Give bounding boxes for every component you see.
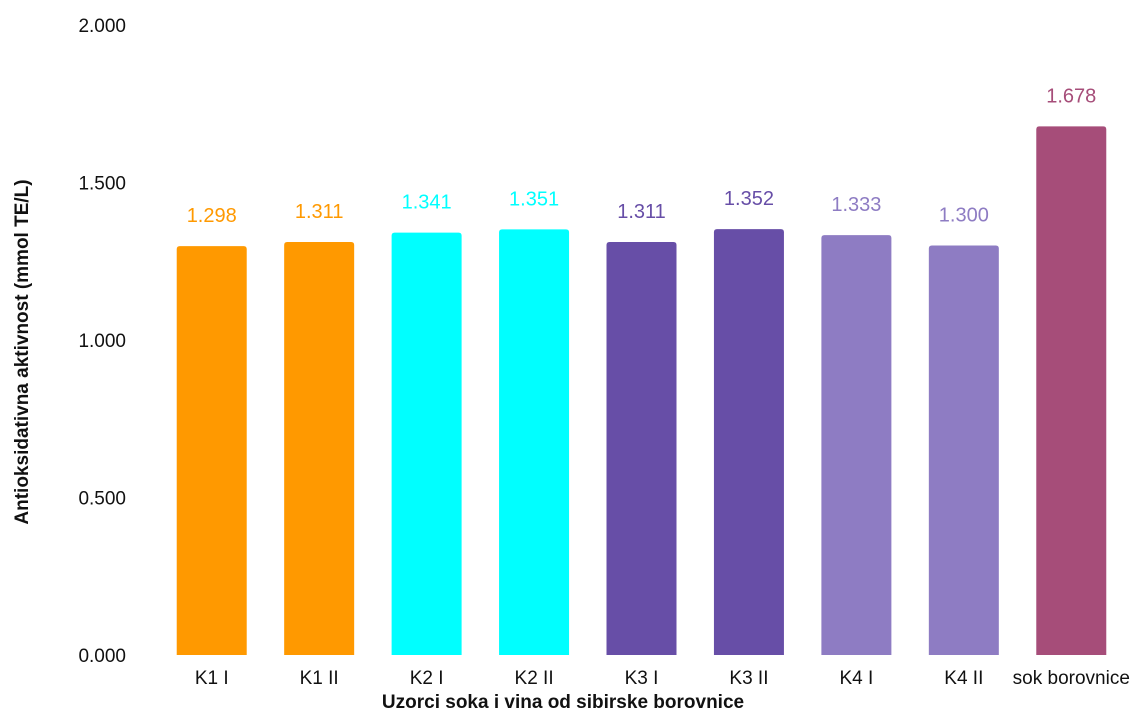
bar [928, 245, 999, 655]
bar [1036, 126, 1107, 656]
x-tick-label: K1 II [300, 668, 339, 689]
data-label: 1.300 [939, 205, 989, 227]
bar [176, 246, 247, 655]
data-label: 1.333 [831, 194, 881, 216]
y-tick-label: 1.500 [78, 174, 126, 195]
data-label: 1.311 [295, 201, 344, 223]
data-label: 1.352 [724, 188, 774, 210]
y-axis-ticks: 0.000 0.500 1.000 1.500 2.000 [78, 16, 126, 667]
data-labels-group: 1.298 1.311 1.341 1.351 1.311 1.352 1.333 1.300… [187, 85, 1097, 227]
bar [606, 242, 677, 655]
y-axis-title: Antioksidativna aktivnost (mmol TE/L) [12, 179, 33, 524]
x-tick-label: K4 II [944, 668, 983, 689]
data-label: 1.311 [617, 201, 666, 223]
x-axis-title: Uzorci soka i vina od sibirske borovnice [382, 692, 744, 713]
y-tick-label: 2.000 [78, 16, 126, 37]
x-tick-label: K1 I [195, 668, 229, 689]
x-tick-label: sok borovnice [1013, 668, 1130, 689]
bar [713, 229, 784, 655]
x-tick-label: K3 I [625, 668, 659, 689]
data-label: 1.341 [402, 192, 452, 214]
x-tick-label: K3 II [729, 668, 768, 689]
bar [391, 232, 462, 655]
bars-group [176, 126, 1107, 656]
bar [284, 242, 355, 655]
bar [499, 229, 570, 655]
y-tick-label: 1.000 [78, 331, 126, 352]
y-tick-label: 0.500 [78, 489, 126, 510]
x-tick-label: K2 I [410, 668, 444, 689]
data-label: 1.678 [1046, 85, 1096, 107]
x-tick-label: K2 II [515, 668, 554, 689]
x-tick-label: K4 I [839, 668, 873, 689]
bar [821, 235, 892, 656]
x-axis-ticks: K1 I K1 II K2 I K2 II K3 I K3 II K4 I K4 II sok … [195, 668, 1130, 689]
data-label: 1.351 [509, 188, 559, 210]
data-label: 1.298 [187, 205, 237, 227]
y-tick-label: 0.000 [78, 646, 126, 667]
